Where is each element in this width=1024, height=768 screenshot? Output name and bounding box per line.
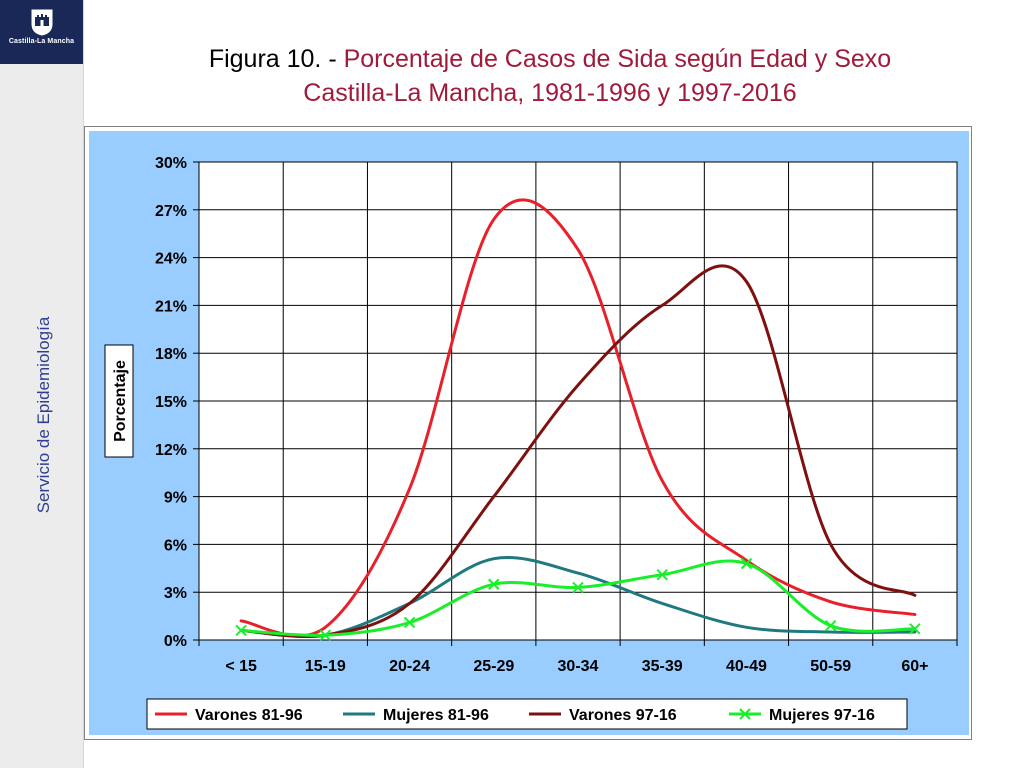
title-prefix: Figura 10. -	[208, 45, 344, 73]
logo: Castilla-La Mancha	[0, 0, 83, 64]
data-point-marker	[488, 578, 500, 590]
y-tick-label: 30%	[155, 155, 187, 172]
legend	[146, 698, 908, 730]
x-tick-label: 50-59	[810, 658, 851, 675]
legend-label: Mujeres 97-16	[769, 707, 875, 724]
y-axis-label: Porcentaje	[112, 360, 129, 442]
sidebar: Castilla-La Mancha Servicio de Epidemiol…	[0, 0, 84, 768]
y-tick-label: 18%	[155, 346, 187, 363]
data-point-marker	[235, 624, 247, 637]
legend-label: Varones 97-16	[569, 707, 677, 724]
x-tick-label: 60+	[901, 658, 928, 675]
series-line-1	[239, 198, 917, 638]
data-point-marker	[824, 619, 837, 632]
legend-marker	[739, 708, 751, 720]
title-main: Porcentaje de Casos de Sida según Edad y…	[343, 45, 892, 73]
x-tick-label: 20-24	[389, 658, 430, 675]
y-tick-label: 27%	[155, 203, 187, 220]
y-tick-label: 0%	[164, 633, 187, 650]
y-tick-label: 15%	[155, 394, 187, 411]
x-tick-label: 15-19	[305, 658, 346, 675]
legend-label: Mujeres 81-96	[383, 707, 489, 724]
data-point-marker	[909, 623, 921, 635]
x-tick-label: 30-34	[558, 658, 599, 675]
legend-label: Varones 81-96	[195, 707, 303, 724]
data-point-marker	[572, 581, 584, 594]
y-tick-label: 3%	[164, 585, 187, 602]
x-tick-label: 40-49	[726, 658, 767, 675]
logo-text: Castilla-La Mancha	[8, 38, 75, 45]
series-line-3	[239, 264, 917, 639]
y-tick-label: 6%	[164, 537, 187, 554]
x-tick-label: 25-29	[473, 658, 514, 675]
data-point-marker	[656, 568, 668, 581]
line-chart: 0% 3% 6% 9% 12% 15% 18% 21% 24% 27% 30% < 15 15-19 20…	[89, 131, 969, 735]
x-tick-label: < 15	[225, 658, 257, 675]
series-line-2	[239, 556, 917, 639]
castle-crest-icon	[31, 9, 52, 36]
data-point-marker	[403, 616, 416, 629]
y-tick-label: 21%	[155, 298, 187, 315]
chart-frame: 0% 3% 6% 9% 12% 15% 18% 21% 24% 27% 30% < 15 15-19 20…	[84, 126, 972, 740]
sidebar-label: Servicio de Epidemiología	[34, 316, 53, 514]
chart-title-line1: Figura 10. - Porcentaje de Casos de Sida…	[90, 44, 1010, 74]
y-tick-label: 12%	[155, 442, 187, 459]
y-axis-label-box	[104, 344, 134, 458]
x-tick-label: 35-39	[642, 658, 683, 675]
data-point-marker	[740, 557, 753, 570]
y-tick-label: 24%	[155, 251, 187, 268]
chart-title-line2: Castilla-La Mancha, 1981-1996 y 1997-201…	[303, 79, 797, 107]
y-tick-label: 9%	[164, 490, 187, 507]
data-point-marker	[319, 629, 332, 641]
